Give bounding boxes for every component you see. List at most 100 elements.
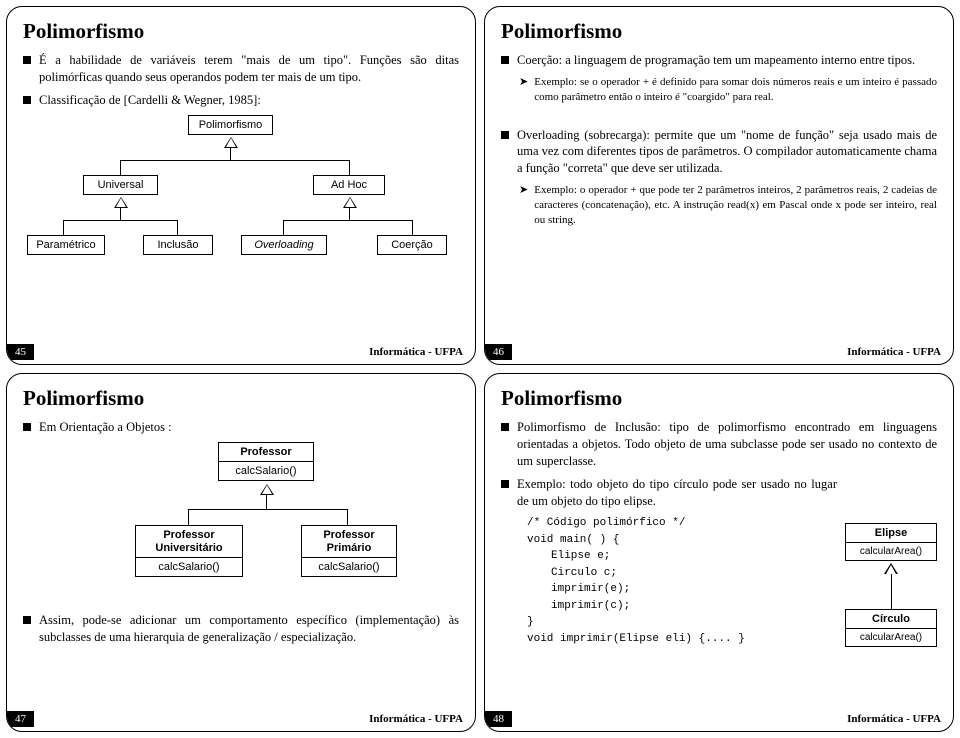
uml-class-prof-univ: Professor Universitário calcSalario() xyxy=(135,525,243,577)
tree-node-parametrico: Paramétrico xyxy=(27,235,105,255)
tree-node-universal: Universal xyxy=(83,175,158,195)
uml-class-diagram: Professor calcSalario() Professor Univer… xyxy=(23,442,459,612)
bullet: Coerção: a linguagem de programação tem … xyxy=(501,52,937,69)
footer-source: Informática - UFPA xyxy=(369,713,463,725)
bullet: Overloading (sobrecarga): permite que um… xyxy=(501,127,937,178)
slide-46: Polimorfismo Coerção: a linguagem de pro… xyxy=(484,6,954,365)
connector-line xyxy=(283,220,413,221)
tree-node-root: Polimorfismo xyxy=(188,115,273,135)
uml-class-op: calcularArea() xyxy=(846,543,936,560)
slide-footer: 47 Informática - UFPA xyxy=(7,711,475,727)
slide-footer: 46 Informática - UFPA xyxy=(485,344,953,360)
bullet-icon xyxy=(23,423,31,431)
slide-title: Polimorfismo xyxy=(23,386,459,411)
inheritance-arrow-icon xyxy=(114,197,128,208)
bullet-icon xyxy=(501,480,509,488)
slide-48: Polimorfismo Polimorfismo de Inclusão: t… xyxy=(484,373,954,732)
bullet-text: Em Orientação a Objetos : xyxy=(39,419,172,436)
inheritance-arrow-icon xyxy=(884,563,898,574)
connector-line xyxy=(188,509,348,510)
uml-class-op: calcularArea() xyxy=(846,629,936,646)
connector-line xyxy=(63,220,64,235)
uml-class-prof-prim: Professor Primário calcSalario() xyxy=(301,525,397,577)
connector-line xyxy=(891,574,892,609)
inheritance-arrow-icon xyxy=(343,197,357,208)
sub-bullet: ➤ Exemplo: o operador + que pode ter 2 p… xyxy=(519,183,937,228)
slide-number: 45 xyxy=(7,344,34,360)
bullet-text: Overloading (sobrecarga): permite que um… xyxy=(517,127,937,178)
slide-body: Polimorfismo de Inclusão: tipo de polimo… xyxy=(501,419,937,647)
uml-class-name: Professor Universitário xyxy=(136,526,242,558)
slide-number: 48 xyxy=(485,711,512,727)
uml-class-name: Professor xyxy=(219,443,313,462)
bullet-text: É a habilidade de variáveis terem "mais … xyxy=(39,52,459,86)
tree-node-coercao: Coerção xyxy=(377,235,447,255)
sub-bullet: ➤ Exemplo: se o operador + é definido pa… xyxy=(519,75,937,105)
bullet-icon xyxy=(23,56,31,64)
bullet-text: Polimorfismo de Inclusão: tipo de polimo… xyxy=(517,419,937,470)
code-line: void main( ) { xyxy=(527,532,837,549)
sub-bullet-text: Exemplo: o operador + que pode ter 2 par… xyxy=(534,183,937,228)
arrow-icon: ➤ xyxy=(519,183,528,198)
bullet: Polimorfismo de Inclusão: tipo de polimo… xyxy=(501,419,937,470)
slide-45: Polimorfismo É a habilidade de variáveis… xyxy=(6,6,476,365)
slide-footer: 45 Informática - UFPA xyxy=(7,344,475,360)
bullet-icon xyxy=(501,423,509,431)
footer-source: Informática - UFPA xyxy=(369,346,463,358)
bullet-text: Coerção: a linguagem de programação tem … xyxy=(517,52,915,69)
bullet: Classificação de [Cardelli & Wegner, 198… xyxy=(23,92,459,109)
slide-title: Polimorfismo xyxy=(501,19,937,44)
arrow-icon: ➤ xyxy=(519,75,528,90)
slide-number: 47 xyxy=(7,711,34,727)
polymorphism-tree-diagram: Polimorfismo Universal Ad Hoc Paramétric… xyxy=(23,115,459,285)
uml-class-professor: Professor calcSalario() xyxy=(218,442,314,481)
bullet-text: Classificação de [Cardelli & Wegner, 198… xyxy=(39,92,261,109)
code-line: Circulo c; xyxy=(551,565,837,582)
bullet-icon xyxy=(23,96,31,104)
bullet-text: Assim, pode-se adicionar um comportament… xyxy=(39,612,459,646)
inheritance-arrow-icon xyxy=(224,137,238,148)
footer-source: Informática - UFPA xyxy=(847,346,941,358)
bullet: Assim, pode-se adicionar um comportament… xyxy=(23,612,459,646)
connector-line xyxy=(349,160,350,175)
slide-title: Polimorfismo xyxy=(501,386,937,411)
connector-line xyxy=(266,495,267,509)
uml-class-name: Círculo xyxy=(846,610,936,629)
code-line: } xyxy=(527,614,837,631)
footer-source: Informática - UFPA xyxy=(847,713,941,725)
bullet: Exemplo: todo objeto do tipo círculo pod… xyxy=(501,476,937,510)
slide-number: 46 xyxy=(485,344,512,360)
tree-node-inclusao: Inclusão xyxy=(143,235,213,255)
slide-footer: 48 Informática - UFPA xyxy=(485,711,953,727)
code-line: void imprimir(Elipse eli) {.... } xyxy=(527,631,837,648)
connector-line xyxy=(349,208,350,220)
code-line: /* Código polimórfico */ xyxy=(527,515,837,532)
slide-47: Polimorfismo Em Orientação a Objetos : P… xyxy=(6,373,476,732)
uml-class-op: calcSalario() xyxy=(219,462,313,480)
uml-class-name: Elipse xyxy=(846,524,936,543)
connector-line xyxy=(347,509,348,525)
bullet-text: Exemplo: todo objeto do tipo círculo pod… xyxy=(517,476,837,510)
bullet: Em Orientação a Objetos : xyxy=(23,419,459,436)
connector-line xyxy=(120,208,121,220)
uml-class-name: Professor Primário xyxy=(302,526,396,558)
bullet-icon xyxy=(501,131,509,139)
connector-line xyxy=(412,220,413,235)
bullet-icon xyxy=(501,56,509,64)
code-line: imprimir(c); xyxy=(551,598,837,615)
code-line: imprimir(e); xyxy=(551,581,837,598)
uml-class-elipse: Elipse calcularArea() xyxy=(845,523,937,561)
uml-class-op: calcSalario() xyxy=(302,558,396,576)
sub-bullet-text: Exemplo: se o operador + é definido para… xyxy=(534,75,937,105)
connector-line xyxy=(230,148,231,160)
connector-line xyxy=(63,220,178,221)
connector-line xyxy=(188,509,189,525)
connector-line xyxy=(177,220,178,235)
connector-line xyxy=(120,160,350,161)
bullet: É a habilidade de variáveis terem "mais … xyxy=(23,52,459,86)
inheritance-arrow-icon xyxy=(260,484,274,495)
connector-line xyxy=(283,220,284,235)
uml-class-circulo: Círculo calcularArea() xyxy=(845,609,937,647)
tree-node-overloading: Overloading xyxy=(241,235,327,255)
code-line: Elipse e; xyxy=(551,548,837,565)
